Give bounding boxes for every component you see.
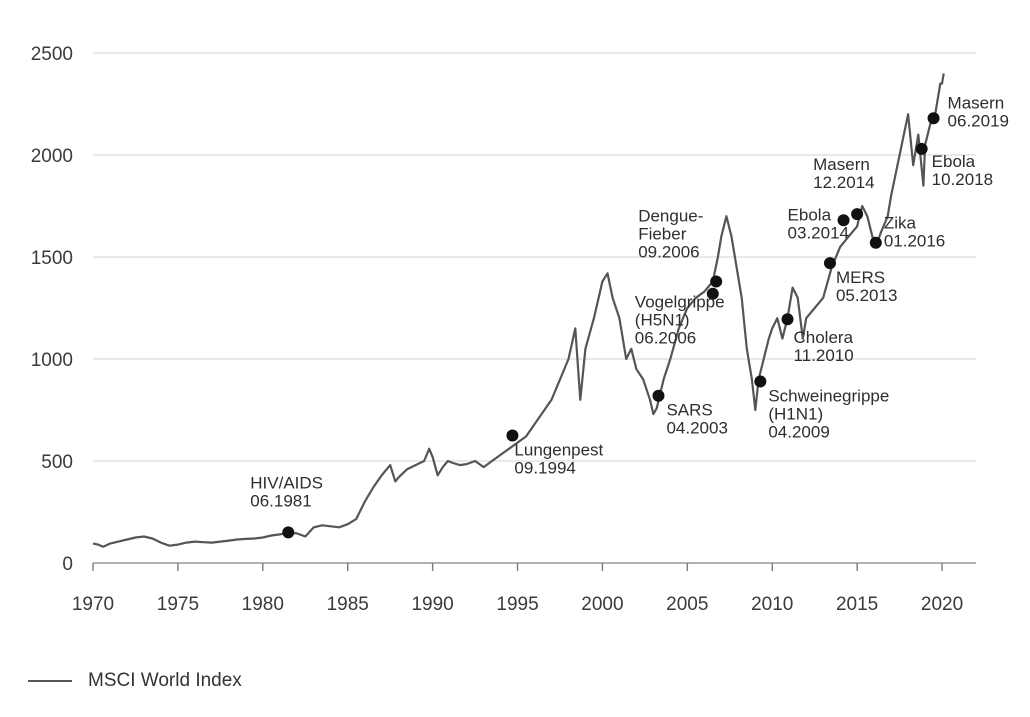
y-tick-label: 2500 — [31, 44, 73, 65]
event-annotation-label: Masern — [813, 155, 870, 174]
event-marker-dot — [927, 112, 940, 125]
x-tick-label: 2015 — [836, 594, 878, 615]
event-marker-dot — [781, 313, 794, 326]
x-tick-label: 2000 — [581, 594, 623, 615]
event-marker-dot — [851, 208, 864, 221]
chart-canvas: 0 500 1000 1500 2000 2500 1970 1975 1980 1985 1990… — [31, 44, 1009, 615]
event-annotation-label: Ebola — [932, 152, 976, 171]
legend-label: MSCI World Index — [88, 670, 242, 691]
event-annotation-label: 04.2009 — [768, 422, 829, 441]
event-annotation-label: Zika — [884, 214, 917, 233]
event-annotation-label: SARS — [666, 401, 712, 420]
x-tick-label: 1975 — [157, 594, 199, 615]
x-tick-label: 1995 — [496, 594, 538, 615]
event-annotation-label: Cholera — [794, 328, 854, 347]
event-annotation-label: Lungenpest — [514, 441, 603, 460]
y-tick-label: 1500 — [31, 248, 73, 269]
event-marker-dot — [652, 389, 665, 402]
axes: 0 500 1000 1500 2000 2500 1970 1975 1980 1985 1990… — [31, 44, 976, 615]
event-annotation-label: Schweinegrippe — [768, 386, 889, 405]
series-line-msci-world-index — [92, 73, 945, 548]
event-annotation-label: 09.2006 — [638, 242, 699, 261]
x-tick-label: 2020 — [921, 594, 963, 615]
event-annotation-label: Fieber — [638, 224, 687, 243]
event-annotation-label: 04.2003 — [666, 419, 727, 438]
series-layer — [92, 73, 945, 548]
event-annotation-label: 06.2019 — [948, 111, 1009, 130]
annotations-layer: HIV/AIDS06.1981Lungenpest09.1994SARS04.2… — [250, 93, 1009, 539]
event-annotation-label: 06.2006 — [635, 329, 696, 348]
event-annotation-label: (H5N1) — [635, 311, 690, 330]
x-tick-label: 2005 — [666, 594, 708, 615]
y-tick-label: 2000 — [31, 146, 73, 167]
event-marker-dot — [869, 236, 882, 249]
event-marker-dot — [915, 142, 928, 155]
event-annotation-label: 03.2014 — [788, 223, 849, 242]
event-annotation-label: 01.2016 — [884, 232, 945, 251]
x-tick-label: 2010 — [751, 594, 793, 615]
event-annotation-label: 12.2014 — [813, 173, 874, 192]
event-marker-dot — [754, 375, 767, 388]
event-annotation-label: Masern — [948, 93, 1005, 112]
x-tick-label: 1990 — [411, 594, 453, 615]
event-marker-dot — [823, 257, 836, 270]
event-annotation-label: 05.2013 — [836, 286, 897, 305]
x-tick-label: 1985 — [327, 594, 369, 615]
event-annotation-label: Vogelgrippe — [635, 293, 725, 312]
y-tick-label: 500 — [41, 452, 73, 473]
event-annotation-label: Ebola — [788, 205, 832, 224]
event-annotation-label: Dengue- — [638, 206, 703, 225]
event-annotation-label: 06.1981 — [250, 491, 311, 510]
event-marker-dot — [837, 214, 850, 227]
x-tick-label: 1970 — [72, 594, 114, 615]
x-tick-label: 1980 — [242, 594, 284, 615]
event-marker-dot — [706, 287, 719, 300]
gridlines — [93, 52, 976, 564]
y-tick-label: 1000 — [31, 350, 73, 371]
legend: MSCI World Index — [28, 670, 242, 692]
event-annotation-label: HIV/AIDS — [250, 473, 323, 492]
y-tick-label: 0 — [62, 554, 73, 575]
event-annotation-label: 10.2018 — [932, 170, 993, 189]
event-annotation-label: 09.1994 — [514, 459, 575, 478]
event-marker-dot — [710, 275, 723, 288]
event-marker-dot — [282, 526, 295, 539]
event-annotation-label: 11.2010 — [794, 346, 854, 365]
event-annotation-label: MERS — [836, 268, 885, 287]
event-annotation-label: (H1N1) — [768, 404, 823, 423]
event-marker-dot — [506, 429, 519, 442]
legend-line-swatch — [28, 680, 72, 682]
